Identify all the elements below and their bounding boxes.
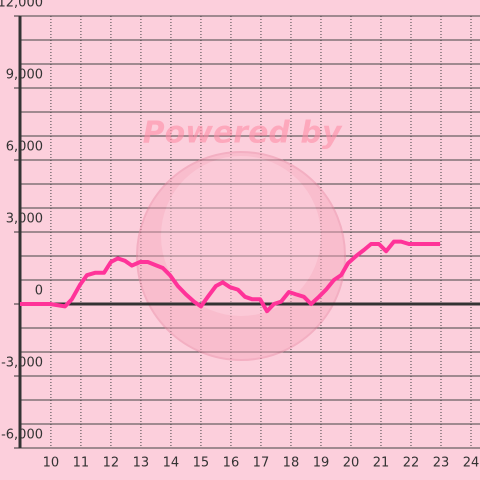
x-tick-label: 14 [163,456,180,471]
x-tick-label: 12 [103,456,120,471]
watermark-logo [136,151,346,361]
x-tick-label: 15 [193,456,210,471]
y-tick-label: 12,000 [0,0,43,11]
y-tick-label: 3,000 [6,212,43,227]
x-tick-label: 22 [403,456,420,471]
y-tick-label: 9,000 [6,68,43,83]
y-tick-label: 0 [35,284,43,299]
y-tick-label: 6,000 [6,140,43,155]
x-tick-label: 21 [373,456,390,471]
x-tick-label: 23 [433,456,450,471]
x-tick-label: 17 [253,456,270,471]
x-tick-label: 13 [133,456,150,471]
x-tick-label: 10 [43,456,60,471]
y-tick-label: -3,000 [1,356,43,371]
x-tick-label: 20 [343,456,360,471]
x-tick-label: 24 [463,456,480,471]
x-tick-label: 19 [313,456,330,471]
watermark-text: Powered by [143,116,343,151]
plot [18,16,480,448]
y-tick-label: -6,000 [1,428,43,443]
x-tick-label: 11 [73,456,90,471]
x-tick-label: 16 [223,456,240,471]
x-tick-label: 18 [283,456,300,471]
data-line [20,239,441,314]
